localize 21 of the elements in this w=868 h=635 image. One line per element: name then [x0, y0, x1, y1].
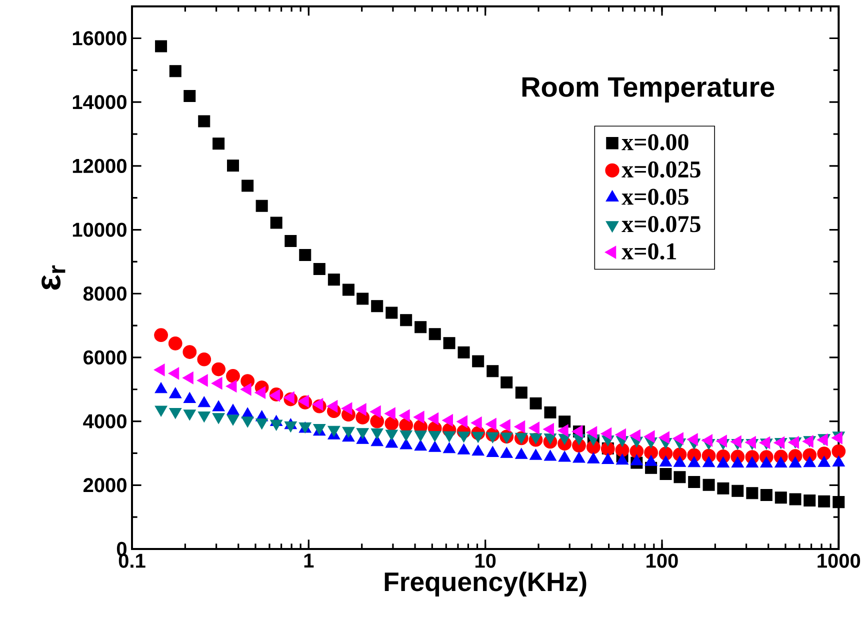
- y-tick-label: 12000: [72, 158, 126, 174]
- y-tick-label: 10000: [72, 222, 126, 237]
- legend-label: x=0.025: [622, 161, 700, 178]
- y-tick-label: 4000: [83, 414, 126, 428]
- x-tick-label: 0.1: [118, 554, 146, 568]
- y-tick-label: 14000: [72, 95, 126, 110]
- x-axis-title: Frequency(KHz): [384, 572, 586, 597]
- y-tick-label: 2000: [83, 478, 126, 492]
- legend-label: x=0.00: [622, 134, 688, 150]
- legend-label: x=0.05: [622, 188, 688, 205]
- x-tick-label: 10: [475, 554, 496, 568]
- x-tick-label: 1000: [818, 554, 860, 568]
- y-tick-label: 8000: [83, 286, 126, 301]
- y-axis-title: ε$_{r}$: [42, 265, 66, 290]
- x-tick-label: 100: [646, 554, 678, 568]
- y-tick-label: 6000: [84, 350, 126, 365]
- y-tick-label: 16000: [72, 31, 126, 46]
- legend-label: x=0.1: [622, 243, 676, 260]
- text: Room Temperature: [522, 77, 774, 102]
- x-tick-label: 1: [304, 554, 314, 568]
- legend-label: x=0.075: [622, 216, 700, 232]
